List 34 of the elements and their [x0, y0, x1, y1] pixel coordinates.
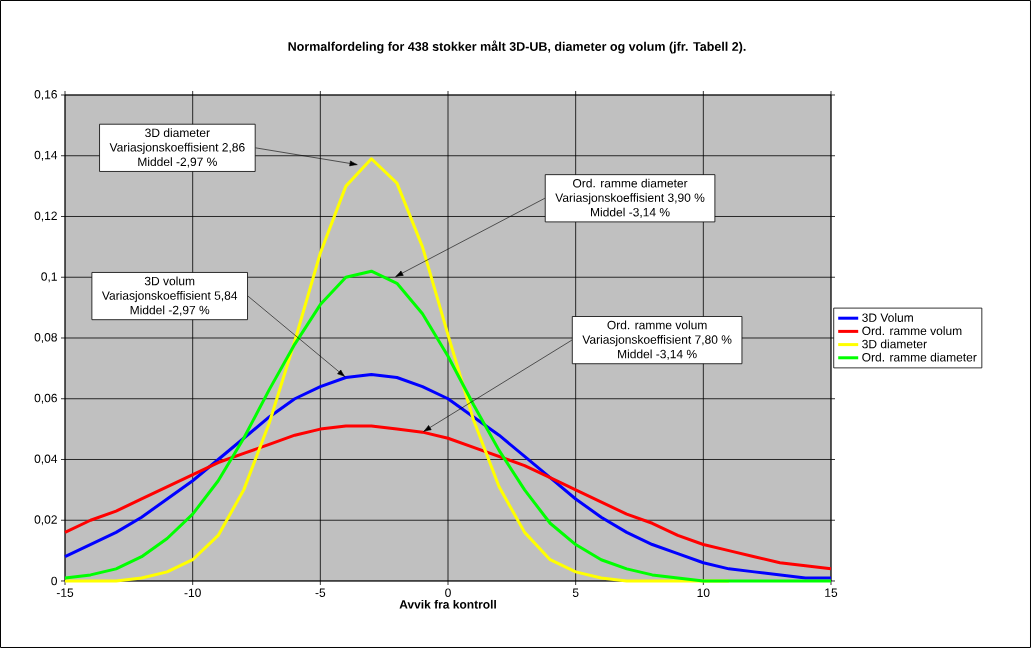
- y-tick-label: 0: [51, 576, 58, 586]
- annotation: Variasjonskoeffisient 7,80 %: [582, 335, 732, 347]
- x-axis-title: Avvik fra kontroll: [399, 599, 496, 609]
- legend-label: 3D Volum: [862, 313, 913, 322]
- annotation: Middel -3,14 %: [591, 207, 670, 218]
- y-tick-label: 0,02: [34, 515, 57, 526]
- annotation: Variasjonskoeffisient 5,84: [101, 290, 238, 303]
- annotation: Variasjonskoeffisient 3,90 %: [555, 193, 705, 205]
- x-tick-label: 0: [445, 588, 451, 598]
- x-tick-label: -15: [56, 588, 74, 597]
- annotation: Middel -2,97 %: [130, 305, 210, 316]
- annotation: Middel -3,14 %: [618, 349, 697, 360]
- annotation: Middel -2,97 %: [138, 157, 217, 168]
- annotation: Ord. ramme volum: [607, 320, 707, 330]
- y-tick-label: 0,12: [34, 211, 57, 222]
- x-tick-label: -10: [184, 588, 201, 598]
- annotation: 3D volum: [144, 276, 195, 286]
- chart-title: Normalfordeling for 438 stokker målt 3D-UB, diameter og volum (jfr. Tabell 2).: [288, 40, 746, 54]
- legend-label: Ord. ramme volum: [862, 326, 962, 336]
- x-tick-label: 5: [572, 588, 579, 597]
- annotation: Variasjonskoeffisient 2,86: [109, 142, 245, 154]
- y-tick-label: 0,16: [34, 90, 57, 100]
- y-tick-label: 0,08: [34, 333, 57, 343]
- y-tick-label: 0,1: [41, 272, 57, 283]
- y-tick-label: 0,04: [34, 454, 58, 465]
- annotation: 3D diameter: [145, 128, 210, 138]
- legend-label: Ord. ramme diameter: [862, 352, 977, 362]
- y-tick-label: 0,06: [34, 393, 57, 404]
- annotation: Ord. ramme diameter: [573, 178, 688, 188]
- x-tick-label: 10: [697, 588, 710, 598]
- y-tick-label: 0,14: [34, 150, 58, 161]
- legend-label: 3D diameter: [862, 339, 927, 349]
- x-tick-label: -5: [315, 588, 326, 597]
- x-tick-label: 15: [825, 588, 838, 597]
